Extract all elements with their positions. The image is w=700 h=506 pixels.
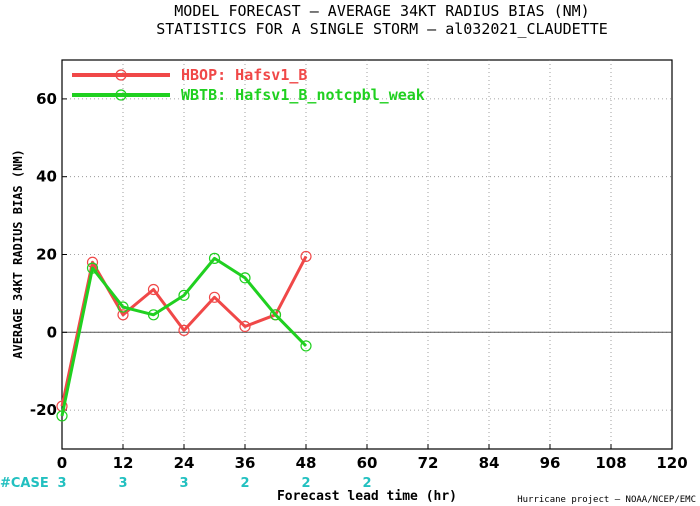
case-count: 3: [179, 476, 188, 491]
y-axis-label: AVERAGE 34KT RADIUS BIAS (NM): [11, 149, 25, 359]
x-tick-label: 60: [357, 454, 378, 472]
x-tick-label: 36: [235, 454, 256, 472]
data-point: [208, 252, 221, 264]
y-tick-label: 0: [47, 323, 57, 341]
case-count: 2: [362, 476, 371, 491]
chart-title-line2: STATISTICS FOR A SINGLE STORM – al032021…: [156, 20, 608, 38]
data-point: [239, 320, 251, 333]
legend-item-1: HBOP: Hafsv1_B: [72, 66, 307, 84]
data-point: [56, 410, 68, 422]
case-count: 2: [240, 476, 249, 491]
series-line: [60, 256, 308, 417]
case-count: 3: [118, 476, 127, 491]
legend-marker: [115, 89, 127, 101]
legend-label: HBOP: Hafsv1_B: [181, 66, 307, 84]
x-tick-label: 120: [656, 454, 687, 472]
credit-text: Hurricane project – NOAA/NCEP/EMC: [517, 495, 696, 505]
legend-marker: [115, 69, 127, 81]
data-point: [147, 309, 160, 321]
x-tick-label: 72: [418, 454, 439, 472]
data-point: [147, 283, 160, 296]
chart-title-line1: MODEL FORECAST – AVERAGE 34KT RADIUS BIA…: [174, 2, 589, 20]
x-tick-label: 84: [479, 454, 500, 472]
data-point: [178, 324, 190, 336]
data-point: [178, 289, 190, 301]
data-point: [86, 262, 99, 274]
series-group: [56, 250, 312, 422]
y-tick-label: 20: [36, 246, 57, 264]
series-1: [56, 250, 312, 412]
y-tick-label: -20: [30, 401, 57, 419]
x-tick-label: 108: [595, 454, 626, 472]
y-tick-label: 40: [36, 168, 57, 186]
x-tick-labels: 0 12 24 36 48 60 72 84 96 108 120: [57, 444, 688, 472]
series-line: [60, 255, 308, 407]
data-point: [300, 340, 312, 352]
data-point: [300, 250, 312, 263]
x-tick-label: 96: [540, 454, 561, 472]
x-tick-label: 48: [296, 454, 317, 472]
grid-lines: [62, 60, 672, 449]
data-point: [239, 272, 251, 284]
case-counts: 3 3 3 2 2 2: [57, 476, 371, 491]
case-count: 3: [57, 476, 66, 491]
data-point: [117, 301, 129, 313]
legend-item-2: WBTB: Hafsv1_B_notcpbl_weak: [72, 86, 425, 104]
x-axis-label: Forecast lead time (hr): [277, 489, 457, 504]
x-tick-label: 12: [113, 454, 134, 472]
data-point: [269, 309, 282, 321]
x-tick-label: 0: [57, 454, 67, 472]
legend: HBOP: Hafsv1_B WBTB: Hafsv1_B_notcpbl_wea…: [72, 66, 425, 104]
legend-label: WBTB: Hafsv1_B_notcpbl_weak: [181, 86, 425, 104]
case-count: 2: [301, 476, 310, 491]
data-point: [117, 309, 129, 321]
series-2: [56, 252, 312, 422]
y-tick-label: 60: [36, 90, 57, 108]
case-label: #CASE: [0, 476, 49, 491]
x-tick-label: 24: [174, 454, 195, 472]
data-point: [208, 291, 221, 303]
